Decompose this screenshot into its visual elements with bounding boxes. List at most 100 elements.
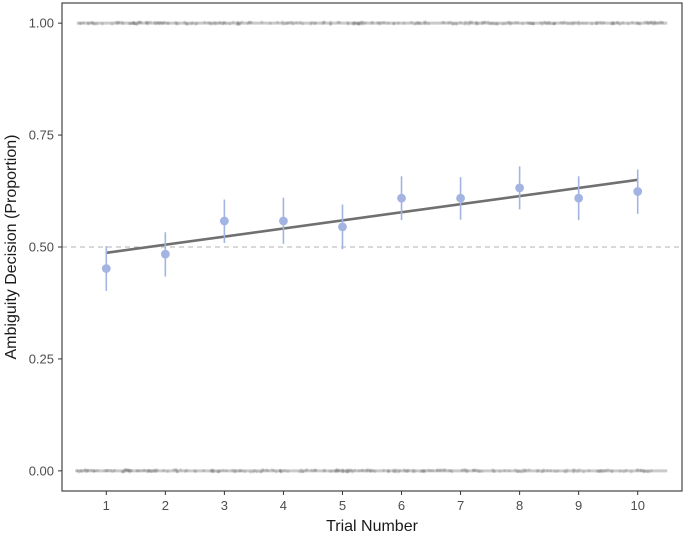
rug-point bbox=[75, 469, 79, 473]
rug-point bbox=[564, 470, 568, 474]
rug-point bbox=[166, 21, 171, 25]
rug-point bbox=[247, 20, 251, 24]
rug-point bbox=[344, 470, 348, 474]
rug-point bbox=[322, 468, 326, 472]
rug-point bbox=[346, 469, 350, 473]
rug-point bbox=[330, 469, 334, 473]
rug-point bbox=[653, 20, 657, 24]
rug-point bbox=[610, 22, 614, 26]
rug-point bbox=[304, 468, 308, 472]
rug-point bbox=[278, 468, 283, 472]
rug-point bbox=[539, 21, 543, 25]
rug-point bbox=[364, 469, 368, 473]
rug-point bbox=[624, 468, 628, 472]
x-tick-label: 9 bbox=[575, 498, 582, 513]
rug-point bbox=[333, 469, 338, 473]
rug-point bbox=[553, 469, 557, 473]
rug-point bbox=[556, 469, 560, 473]
rug-point bbox=[329, 20, 333, 24]
rug-point bbox=[287, 21, 292, 25]
rug-point bbox=[357, 469, 361, 473]
rug-point bbox=[513, 20, 518, 25]
rug-point bbox=[120, 20, 124, 24]
rug-point bbox=[298, 20, 302, 24]
rug-point bbox=[193, 469, 197, 473]
rug-point bbox=[336, 469, 340, 473]
rug-point bbox=[78, 21, 82, 25]
rug-point bbox=[103, 469, 107, 473]
rug-point bbox=[612, 22, 616, 26]
x-tick-label: 2 bbox=[162, 498, 169, 513]
rug-point bbox=[153, 469, 157, 473]
rug-point bbox=[86, 468, 90, 472]
rug-point bbox=[341, 469, 345, 473]
rug-point bbox=[154, 469, 158, 473]
rug-point bbox=[165, 469, 170, 474]
rug-point bbox=[146, 470, 150, 474]
rug-point bbox=[523, 469, 527, 473]
rug-point bbox=[216, 470, 220, 474]
rug-point bbox=[117, 20, 121, 25]
rug-point bbox=[464, 20, 468, 24]
rug-point bbox=[298, 470, 302, 474]
rug-point bbox=[596, 469, 600, 473]
rug-point bbox=[474, 21, 478, 25]
rug-point bbox=[551, 22, 555, 26]
rug-point bbox=[285, 21, 289, 25]
rug-point bbox=[636, 468, 640, 472]
rug-point bbox=[282, 468, 286, 473]
rug-point bbox=[357, 22, 361, 26]
rug-point bbox=[122, 470, 126, 474]
rug-point bbox=[491, 468, 495, 472]
rug-point bbox=[138, 469, 142, 473]
rug-point bbox=[474, 20, 478, 24]
rug-point bbox=[507, 469, 511, 473]
rug-point bbox=[461, 468, 465, 472]
rug-point bbox=[176, 22, 180, 26]
rug-point bbox=[615, 20, 620, 24]
rug-point bbox=[590, 22, 594, 26]
rug-point bbox=[629, 470, 633, 474]
rug-point bbox=[79, 468, 83, 473]
rug-point bbox=[653, 21, 657, 25]
rug-point bbox=[542, 468, 546, 472]
rug-point bbox=[240, 469, 244, 473]
rug-point bbox=[337, 20, 342, 24]
y-tick-label: 0.25 bbox=[29, 351, 54, 366]
rug-point bbox=[114, 20, 118, 24]
rug-point bbox=[611, 20, 615, 25]
rug-point bbox=[621, 21, 625, 25]
rug-point bbox=[513, 468, 518, 472]
rug-point bbox=[86, 21, 90, 25]
rug-point bbox=[600, 21, 604, 25]
rug-point bbox=[394, 468, 398, 472]
rug-point bbox=[643, 469, 647, 473]
rug-point bbox=[582, 470, 586, 474]
rug-point bbox=[272, 468, 276, 473]
rug-point bbox=[261, 468, 265, 472]
rug-point bbox=[598, 470, 603, 474]
rug-point bbox=[153, 20, 157, 24]
rug-point bbox=[442, 21, 446, 25]
rug-point bbox=[535, 469, 540, 473]
rug-point bbox=[438, 469, 442, 473]
mean-point bbox=[279, 216, 288, 226]
rug-point bbox=[361, 20, 365, 24]
rug-point bbox=[531, 22, 536, 26]
rug-point bbox=[421, 469, 425, 473]
rug-point bbox=[635, 21, 639, 25]
rug-point bbox=[275, 20, 280, 24]
rug-point bbox=[602, 21, 606, 25]
rug-point bbox=[92, 469, 96, 473]
rug-point bbox=[577, 22, 581, 26]
rug-point bbox=[231, 468, 235, 472]
rug-point bbox=[392, 470, 396, 474]
rug-point bbox=[312, 469, 316, 473]
rug-point bbox=[232, 470, 236, 474]
rug-point bbox=[314, 468, 318, 472]
rug-point bbox=[126, 468, 130, 472]
rug-point bbox=[386, 469, 390, 473]
rug-point bbox=[291, 22, 295, 26]
